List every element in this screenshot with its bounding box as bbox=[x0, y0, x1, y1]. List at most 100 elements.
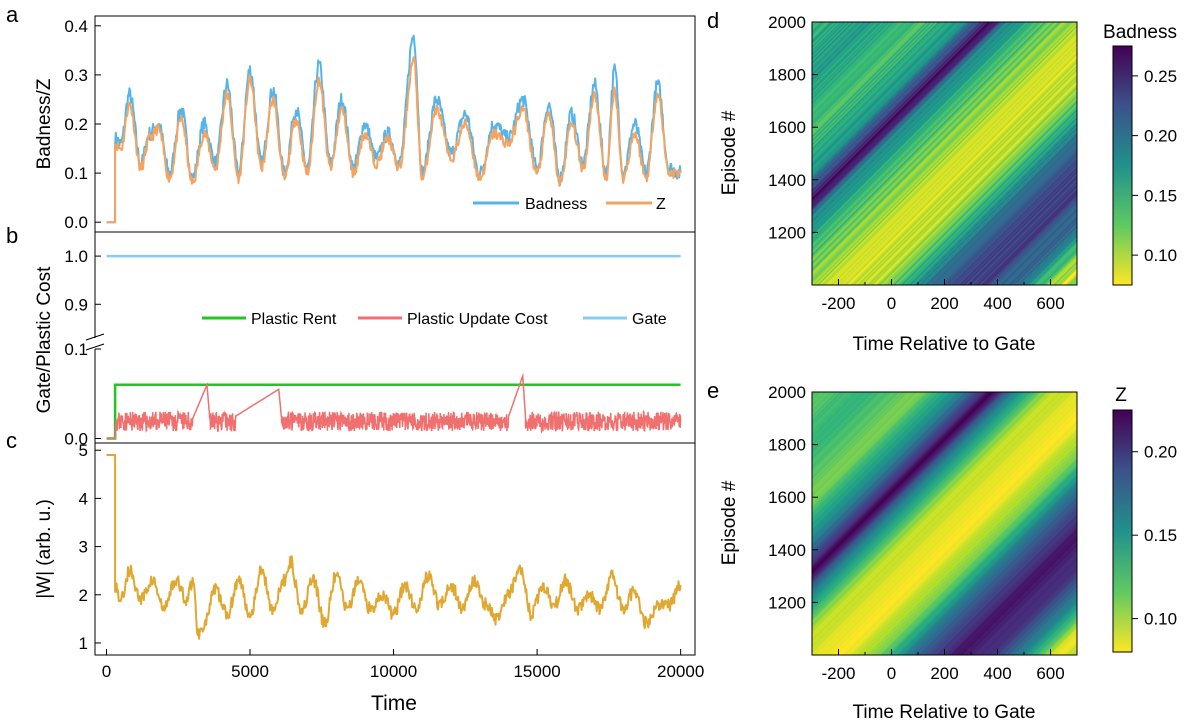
heatD-band-200 bbox=[949, 157, 1077, 285]
heatE-band-4 bbox=[812, 392, 823, 403]
ytick-label-a-2: 0.2 bbox=[64, 115, 88, 134]
heatD-band-13 bbox=[812, 22, 841, 51]
heatD-band-132 bbox=[813, 22, 1077, 285]
xtick-label-e-4: 600 bbox=[1036, 664, 1064, 683]
z-heatmap bbox=[812, 392, 1077, 655]
heatD-band-172 bbox=[893, 101, 1077, 285]
heatD-band-190 bbox=[929, 137, 1077, 285]
heatE-band-168 bbox=[885, 463, 1077, 655]
z-colorbar-ticks: 0.10 0.15 0.20 bbox=[1132, 443, 1177, 629]
legend-rent-label: Plastic Rent bbox=[251, 311, 337, 328]
heatD-band-239 bbox=[1027, 235, 1077, 285]
heatE-band-260 bbox=[1069, 647, 1077, 655]
cbar-tick-label-d-2: 0.20 bbox=[1144, 127, 1177, 146]
heatD-band-164 bbox=[877, 85, 1077, 285]
heatE-band-139 bbox=[827, 405, 1077, 655]
ytick-label-c-2: 3 bbox=[79, 538, 88, 557]
heatD-band-144 bbox=[837, 45, 1077, 285]
heatD-band-204 bbox=[957, 165, 1077, 285]
panel-d-ylabel: Episode # bbox=[719, 110, 740, 195]
heatD-band-202 bbox=[953, 161, 1077, 285]
xtick-label-e-2: 200 bbox=[930, 664, 958, 683]
heatD-band-159 bbox=[867, 75, 1077, 285]
heatD-band-193 bbox=[935, 143, 1077, 285]
plastic-update-cost-series-line bbox=[106, 373, 682, 440]
heatE-band-193 bbox=[935, 513, 1077, 655]
ytick-label-e-1: 1400 bbox=[768, 541, 806, 560]
heatE-band-13 bbox=[812, 392, 841, 421]
cbar-tick-label-d-0: 0.10 bbox=[1144, 246, 1177, 265]
heatD-band-222 bbox=[993, 201, 1077, 285]
xtick-label-time-1: 5000 bbox=[231, 662, 269, 681]
legend-update-label: Plastic Update Cost bbox=[407, 311, 548, 328]
heatE-band-179 bbox=[907, 485, 1077, 655]
xtick-label-d-3: 400 bbox=[983, 294, 1011, 313]
heatE-band-219 bbox=[987, 565, 1077, 655]
heatE-band-185 bbox=[919, 497, 1077, 655]
heatE-band-195 bbox=[939, 517, 1077, 655]
cbar-tick-label-e-2: 0.20 bbox=[1144, 443, 1177, 462]
heatE-band-154 bbox=[857, 435, 1077, 655]
heatE-band-18 bbox=[812, 392, 851, 431]
heatD-band-154 bbox=[857, 65, 1077, 285]
heatE-band-175 bbox=[899, 477, 1077, 655]
heatD-band-174 bbox=[897, 105, 1077, 285]
heatE-band-164 bbox=[877, 455, 1077, 655]
heatE-band-182 bbox=[913, 491, 1077, 655]
heatD-band-186 bbox=[921, 129, 1077, 285]
heatD-band-5 bbox=[812, 22, 825, 35]
ytick-label-d-3: 1800 bbox=[768, 66, 806, 85]
heatE-band-160 bbox=[869, 447, 1077, 655]
ytick-label-a-3: 0.3 bbox=[64, 66, 88, 85]
heatD-band-259 bbox=[1067, 275, 1077, 285]
heatD-band-182 bbox=[913, 121, 1077, 285]
heatD-band-177 bbox=[903, 111, 1077, 285]
heatD-band-152 bbox=[853, 61, 1077, 285]
heatE-band-225 bbox=[999, 577, 1077, 655]
panel-d-xlabel: Time Relative to Gate bbox=[852, 334, 1035, 355]
ytick-label-b-lower-0: 0.0 bbox=[64, 430, 88, 449]
heatD-band-187 bbox=[923, 131, 1077, 285]
ytick-label-b-lower-1: 0.1 bbox=[64, 340, 88, 359]
ytick-label-d-0: 1200 bbox=[768, 223, 806, 242]
heatD-band-17 bbox=[812, 22, 849, 59]
heatE-band-1 bbox=[812, 392, 817, 397]
heatE-band-172 bbox=[893, 471, 1077, 655]
heatD-band-216 bbox=[981, 189, 1077, 285]
ytick-label-d-1: 1400 bbox=[768, 171, 806, 190]
heatE-band-135 bbox=[819, 397, 1077, 655]
panel-d-ticks: -200 0 200 400 600 1200 1400 1600 1800 2000 bbox=[768, 13, 1065, 313]
heatD-band-221 bbox=[991, 199, 1077, 285]
z-colorbar bbox=[1112, 409, 1133, 653]
heatD-band-258 bbox=[1065, 273, 1077, 285]
panel-b-ylabel: Gate/Plastic Cost bbox=[34, 266, 55, 413]
badness-colorbar-title: Badness bbox=[1103, 22, 1177, 43]
heatE-band-8 bbox=[812, 392, 831, 411]
heatD-band-140 bbox=[829, 37, 1077, 285]
heatD-band-170 bbox=[889, 97, 1077, 285]
cbar-tick-label-e-0: 0.10 bbox=[1144, 610, 1177, 629]
heatD-band-229 bbox=[1007, 215, 1077, 285]
heatE-band-194 bbox=[937, 515, 1077, 655]
ytick-label-e-2: 1600 bbox=[768, 488, 806, 507]
heatE-band-215 bbox=[979, 557, 1077, 655]
heatE-band-243 bbox=[1035, 613, 1077, 655]
heatE-band-197 bbox=[943, 521, 1077, 655]
heatD-band-196 bbox=[941, 149, 1077, 285]
heatD-band-9 bbox=[812, 22, 833, 43]
heatE-band-223 bbox=[995, 573, 1077, 655]
heatD-band-136 bbox=[821, 29, 1077, 285]
heatE-band-14 bbox=[812, 392, 843, 423]
ytick-label-e-3: 1800 bbox=[768, 436, 806, 455]
heatE-band-238 bbox=[1025, 603, 1077, 655]
heatE-band-196 bbox=[941, 519, 1077, 655]
heatD-band-134 bbox=[817, 25, 1077, 285]
heatE-band-170 bbox=[889, 467, 1077, 655]
badness-series-line bbox=[106, 34, 682, 224]
heatD-band-245 bbox=[1039, 247, 1077, 285]
heatE-band-232 bbox=[1013, 591, 1077, 655]
heatD-band-206 bbox=[961, 169, 1077, 285]
heatE-band-192 bbox=[933, 511, 1077, 655]
heatD-band-163 bbox=[875, 83, 1077, 285]
heatD-band-162 bbox=[873, 81, 1077, 285]
